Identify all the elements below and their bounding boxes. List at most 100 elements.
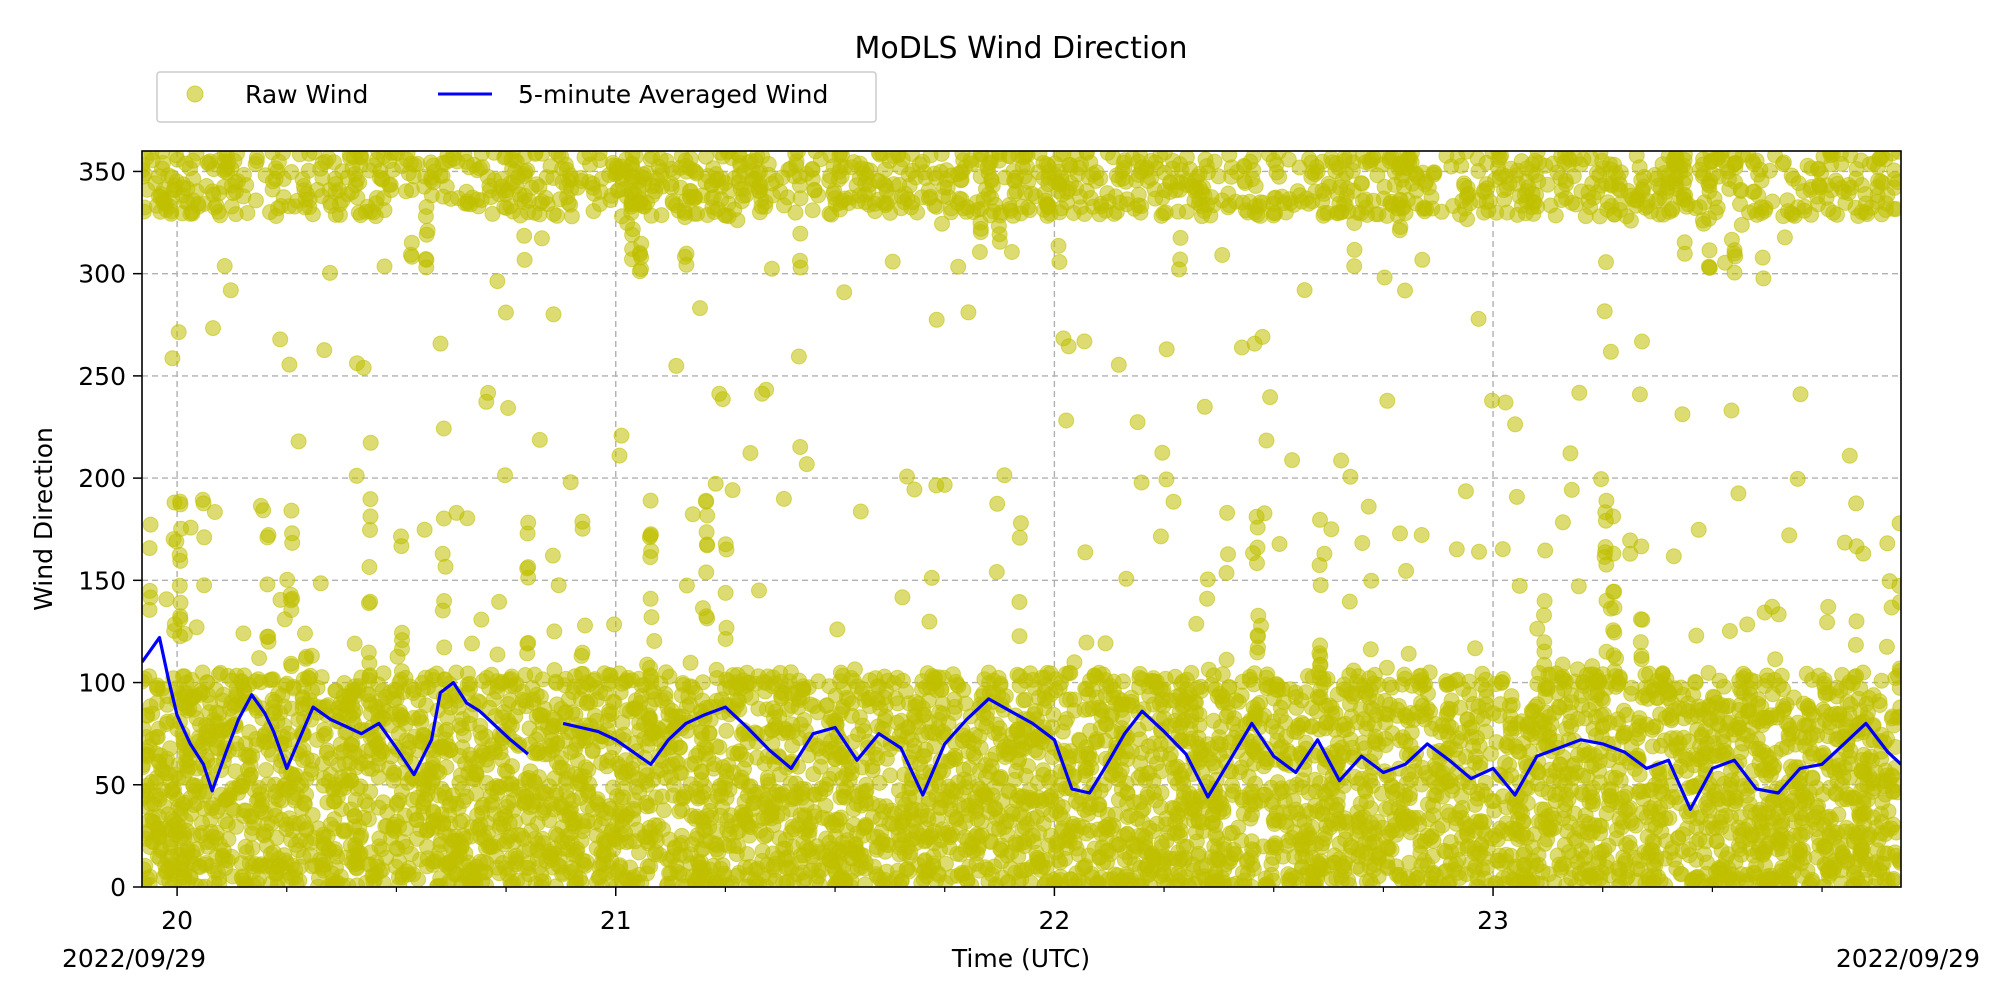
raw-wind-point [1352, 810, 1369, 826]
raw-wind-point [1607, 678, 1624, 695]
raw-wind-point [797, 870, 813, 887]
raw-wind-point [148, 787, 165, 804]
raw-wind-point [654, 788, 671, 805]
raw-wind-point [731, 823, 748, 839]
raw-wind-point [1342, 685, 1359, 702]
raw-wind-point [636, 828, 653, 845]
raw-wind-point [1492, 696, 1509, 713]
raw-wind-point [505, 792, 522, 808]
raw-wind-point [1830, 806, 1847, 823]
raw-wind-point [1664, 840, 1681, 857]
raw-wind-point [348, 759, 365, 776]
raw-wind-point [1527, 729, 1544, 746]
raw-wind-point [1207, 864, 1224, 881]
raw-wind-point [162, 740, 179, 757]
chart-title: MoDLS Wind Direction [854, 31, 1187, 66]
raw-wind-point [415, 794, 432, 811]
raw-wind-point [1789, 714, 1806, 731]
raw-wind-point [1751, 804, 1768, 821]
raw-wind-point [1269, 732, 1286, 749]
raw-wind-point [1258, 669, 1275, 686]
raw-wind-point [1648, 718, 1664, 735]
raw-wind-point [1242, 810, 1259, 827]
raw-wind-point [278, 675, 295, 692]
raw-wind-point [1463, 728, 1480, 745]
raw-wind-point [907, 694, 924, 711]
raw-wind-point [1401, 854, 1418, 871]
raw-wind-point [1430, 762, 1447, 779]
raw-wind-point [419, 821, 436, 838]
raw-wind-point [687, 780, 704, 797]
raw-wind-point [929, 720, 946, 737]
raw-wind-point [1802, 730, 1819, 747]
raw-wind-point [217, 851, 234, 868]
raw-wind-point [1307, 797, 1324, 814]
raw-wind-point [262, 672, 278, 689]
raw-wind-point [1663, 712, 1680, 729]
raw-wind-point [1068, 840, 1085, 857]
raw-wind-point [298, 786, 315, 803]
raw-wind-point [1309, 688, 1326, 705]
raw-wind-point [1617, 852, 1634, 869]
raw-wind-point [1245, 860, 1262, 877]
raw-wind-point [419, 850, 436, 867]
raw-wind-point [478, 840, 494, 856]
raw-wind-point [410, 871, 427, 887]
raw-wind-point [477, 728, 494, 745]
raw-wind-point [1141, 865, 1158, 882]
raw-wind-point [986, 820, 1003, 837]
raw-wind-point [576, 818, 593, 834]
raw-wind-point [877, 697, 894, 714]
raw-wind-point [653, 692, 670, 709]
raw-wind-point [277, 852, 294, 869]
raw-wind-point [1853, 847, 1870, 864]
raw-wind-point [617, 752, 634, 769]
raw-wind-point [983, 758, 1000, 775]
raw-wind-point [1340, 871, 1357, 887]
raw-wind-point [1615, 814, 1631, 830]
raw-wind-point [370, 735, 387, 752]
raw-wind-point [771, 830, 788, 847]
raw-wind-point [1685, 872, 1702, 887]
raw-wind-point [769, 850, 786, 867]
raw-wind-point [1656, 732, 1673, 749]
raw-wind-point [1141, 764, 1158, 781]
raw-wind-point [1453, 788, 1470, 805]
raw-wind-point [1331, 815, 1348, 832]
raw-wind-point [1442, 834, 1459, 851]
raw-wind-point [454, 711, 471, 727]
raw-wind-point [1524, 839, 1541, 856]
raw-wind-point [1300, 784, 1317, 801]
raw-wind-point [1268, 804, 1285, 821]
raw-wind-point [630, 771, 647, 788]
raw-wind-point [756, 828, 773, 845]
raw-wind-point [847, 836, 864, 853]
raw-wind-point [1630, 784, 1647, 801]
raw-wind-point [655, 802, 672, 819]
raw-wind-point [782, 775, 799, 792]
raw-wind-point [403, 846, 420, 862]
raw-wind-point [756, 755, 773, 772]
raw-wind-point [1191, 717, 1208, 734]
raw-wind-point [520, 770, 537, 786]
raw-wind-point [1285, 792, 1302, 809]
raw-wind-point [1473, 782, 1490, 799]
raw-wind-point [899, 720, 916, 736]
raw-wind-point [256, 827, 273, 844]
raw-wind-point [778, 722, 795, 739]
raw-wind-point [1873, 672, 1890, 689]
raw-wind-point [940, 753, 957, 770]
raw-wind-point [1119, 785, 1136, 802]
raw-wind-point [1739, 727, 1756, 744]
raw-wind-point [473, 743, 490, 760]
raw-wind-point [1080, 686, 1097, 703]
raw-wind-point [1402, 824, 1419, 841]
raw-wind-point [1647, 858, 1663, 875]
raw-wind-point [867, 670, 884, 687]
raw-wind-point [208, 824, 225, 841]
raw-wind-point [391, 711, 408, 728]
raw-wind-point [1621, 834, 1638, 851]
raw-wind-point [615, 769, 632, 786]
raw-wind-point [1211, 746, 1228, 763]
raw-wind-point [1263, 718, 1280, 735]
